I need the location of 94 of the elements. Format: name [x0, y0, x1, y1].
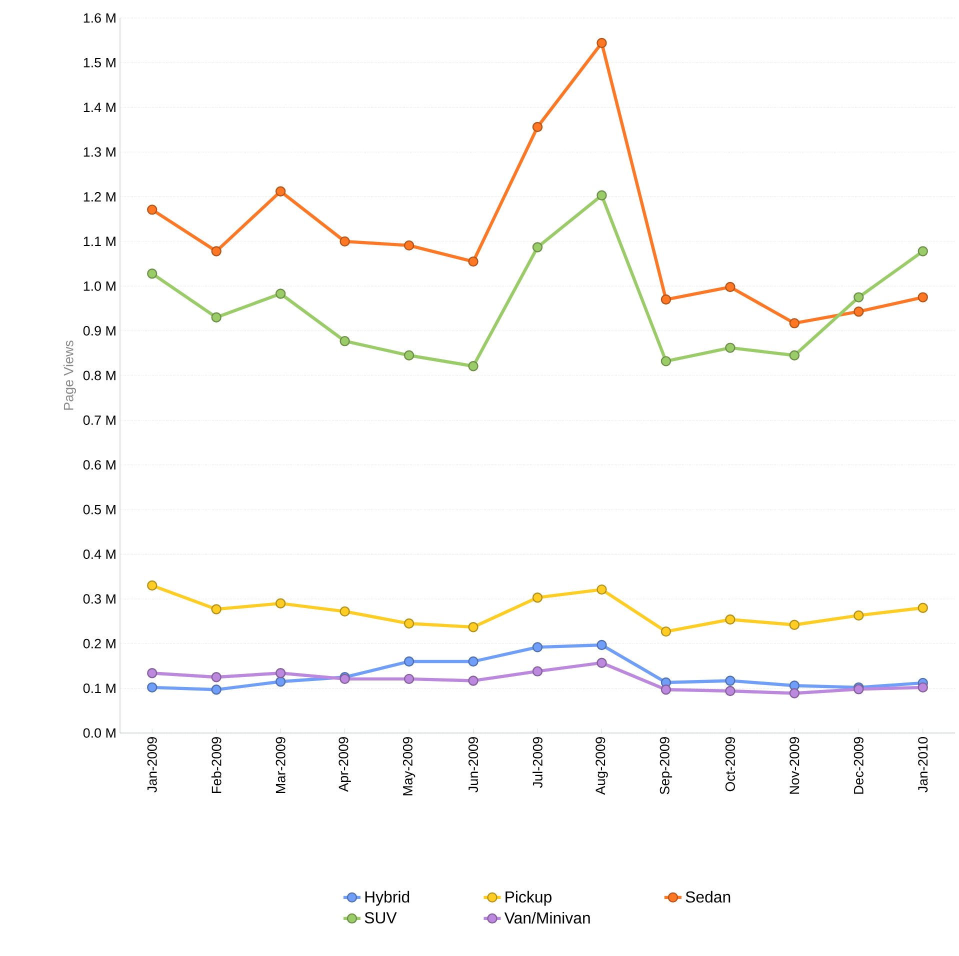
point — [532, 242, 543, 252]
point — [340, 336, 350, 346]
x-tick-label: Oct-2009 — [725, 737, 735, 792]
point — [275, 186, 286, 196]
point — [211, 604, 222, 614]
point — [532, 592, 543, 603]
legend-label: Van/Minivan — [504, 912, 590, 924]
point — [147, 580, 158, 591]
point — [275, 676, 286, 687]
point — [918, 246, 928, 256]
point — [211, 246, 222, 256]
y-tick-label: 1.1 M — [84, 236, 116, 246]
point — [404, 656, 414, 667]
point — [275, 668, 286, 678]
point — [854, 306, 864, 317]
x-tick-label: Jan-2009 — [147, 737, 157, 792]
point — [660, 626, 672, 637]
point — [660, 294, 672, 305]
point — [340, 236, 350, 247]
point — [789, 350, 800, 360]
point — [404, 674, 414, 684]
point — [596, 38, 607, 48]
point — [918, 292, 928, 302]
point — [404, 350, 414, 360]
point — [404, 618, 414, 629]
x-tick-label: Nov-2009 — [790, 737, 800, 794]
point — [789, 318, 800, 328]
point — [660, 684, 672, 695]
y-tick-label: 1.5 M — [84, 58, 116, 68]
point — [918, 602, 928, 613]
point — [211, 672, 222, 682]
y-tick-label: 1.3 M — [84, 147, 116, 157]
x-tick-label: Dec-2009 — [854, 737, 864, 794]
legend-label: Pickup — [506, 890, 552, 906]
point — [468, 622, 478, 632]
point — [725, 676, 736, 686]
point — [660, 356, 672, 366]
point — [340, 606, 350, 617]
point — [725, 614, 736, 625]
point — [725, 282, 736, 292]
legend-label: Hybrid — [365, 890, 410, 906]
x-tick-label: May-2009 — [402, 737, 416, 796]
y-tick-label: 0.7 M — [83, 415, 116, 425]
point — [147, 204, 158, 215]
point — [468, 361, 478, 372]
point — [725, 342, 736, 353]
point — [211, 684, 222, 695]
point — [532, 666, 543, 676]
point — [404, 240, 414, 251]
x-tick-label: Jan-2010 — [918, 737, 928, 792]
point — [532, 642, 543, 652]
y-tick-label: 1.4 M — [84, 102, 116, 112]
y-tick-label: 0.6 M — [83, 460, 116, 470]
point — [725, 686, 736, 696]
y-tick-label: 1.6 M — [84, 13, 116, 23]
point — [468, 656, 478, 667]
point — [596, 640, 607, 650]
y-tick-label: 0.1 M — [83, 684, 116, 694]
legend-label: Sedan — [686, 890, 730, 903]
point — [596, 584, 607, 595]
x-tick-label: Jul-2009 — [532, 737, 542, 788]
point — [789, 620, 800, 630]
x-tick-label: Apr-2009 — [338, 737, 351, 792]
y-tick-label: 0.4 M — [83, 549, 116, 560]
y-tick-label: 1.2 M — [84, 192, 116, 202]
point — [211, 312, 222, 322]
legend-label: SUV — [364, 912, 397, 924]
y-tick-label: 0.0 M — [83, 728, 116, 738]
point — [275, 598, 286, 609]
point — [854, 610, 864, 621]
y-tick-label: 0.8 M — [83, 370, 116, 380]
y-tick-label: 1.0 M — [84, 281, 116, 291]
point — [147, 668, 158, 678]
y-tick-label: 0.9 M — [83, 326, 116, 336]
point — [596, 658, 607, 668]
y-tick-label: 0.2 M — [83, 638, 116, 648]
x-tick-label: Jun-2009 — [468, 737, 478, 792]
y-tick-label: 0.5 M — [83, 504, 116, 514]
point — [596, 190, 607, 200]
x-tick-label: Sep-2009 — [660, 737, 672, 794]
x-tick-label: Mar-2009 — [276, 737, 286, 793]
point — [275, 288, 286, 299]
point — [147, 268, 158, 279]
point — [918, 682, 928, 693]
x-tick-label: Aug-2009 — [596, 737, 608, 795]
point — [147, 682, 158, 693]
y-tick-label: 0.3 M — [83, 594, 116, 604]
point — [854, 292, 864, 302]
point — [532, 122, 543, 132]
point — [468, 256, 478, 267]
point — [468, 676, 478, 686]
y-axis-title: Page Views — [63, 340, 76, 410]
point — [789, 688, 800, 698]
x-tick-label: Feb-2009 — [211, 737, 222, 793]
